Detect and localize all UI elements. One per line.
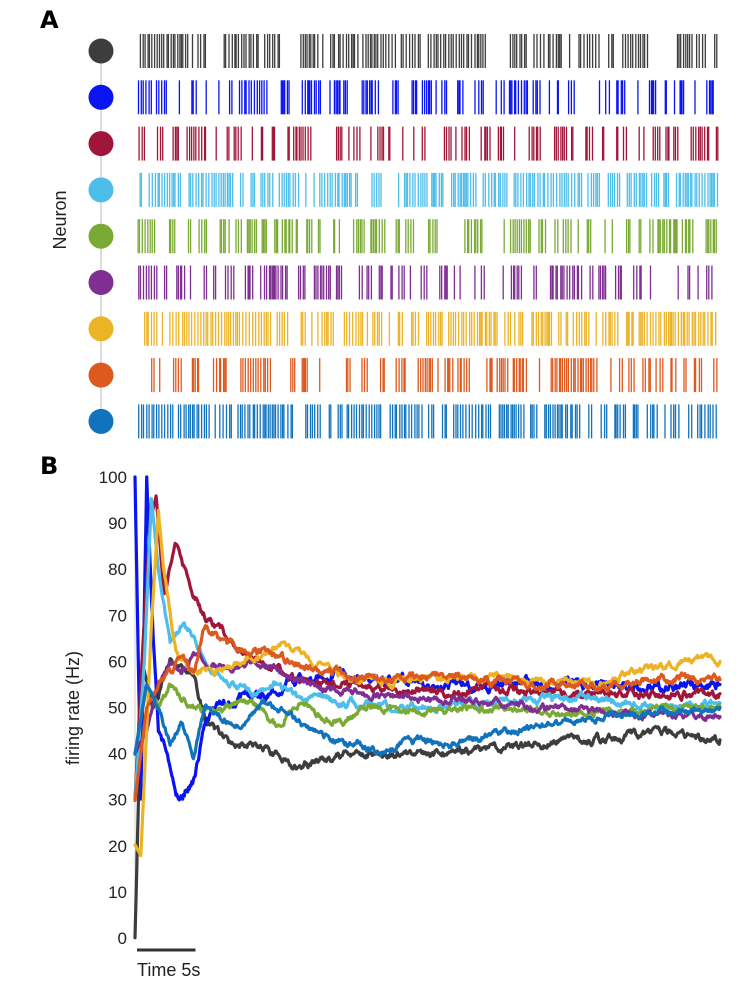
ytick-10: 10 [108,883,127,902]
raster-row-7 [144,311,717,346]
neuron-dot-4 [88,177,114,203]
ytick-20: 20 [108,837,127,856]
ytick-40: 40 [108,745,127,764]
ytick-0: 0 [118,929,127,948]
raster-panel: Neuron [50,34,719,439]
firing-rate-panel: firing rate (Hz) 0102030405060708090100 … [63,468,722,980]
neuron-dot-6 [88,270,114,295]
firing-rate-ylabel: firing rate (Hz) [63,651,83,765]
time-scalebar-label: Time 5s [137,960,200,980]
series-line-2 [133,475,722,802]
ytick-90: 90 [108,514,127,533]
neuron-dot-1 [88,38,114,64]
neuron-dot-2 [88,84,114,110]
raster-row-3 [138,126,719,161]
raster-row-2 [137,80,714,115]
raster-ylabel: Neuron [50,190,70,249]
ytick-30: 30 [108,791,127,810]
series-line-1 [133,657,722,940]
series-line-9 [133,682,722,761]
neuron-dot-3 [88,131,114,157]
panel-letter-a: A [40,6,59,34]
ytick-100: 100 [99,468,127,487]
ytick-70: 70 [108,606,127,625]
raster-row-1 [139,34,718,68]
neuron-dot-9 [88,408,114,434]
raster-row-4 [139,172,719,207]
panel-letter-b: B [40,452,58,480]
neuron-dot-8 [88,362,114,388]
series-line-8 [133,624,722,803]
raster-row-8 [151,358,718,393]
ytick-60: 60 [108,652,127,671]
neuron-dot-5 [88,223,114,249]
ytick-50: 50 [108,699,127,718]
ytick-80: 80 [108,560,127,579]
series-line-6 [133,650,722,755]
neuron-dot-7 [88,316,114,342]
raster-row-5 [137,219,717,254]
raster-row-6 [138,265,713,300]
raster-row-9 [138,404,717,439]
